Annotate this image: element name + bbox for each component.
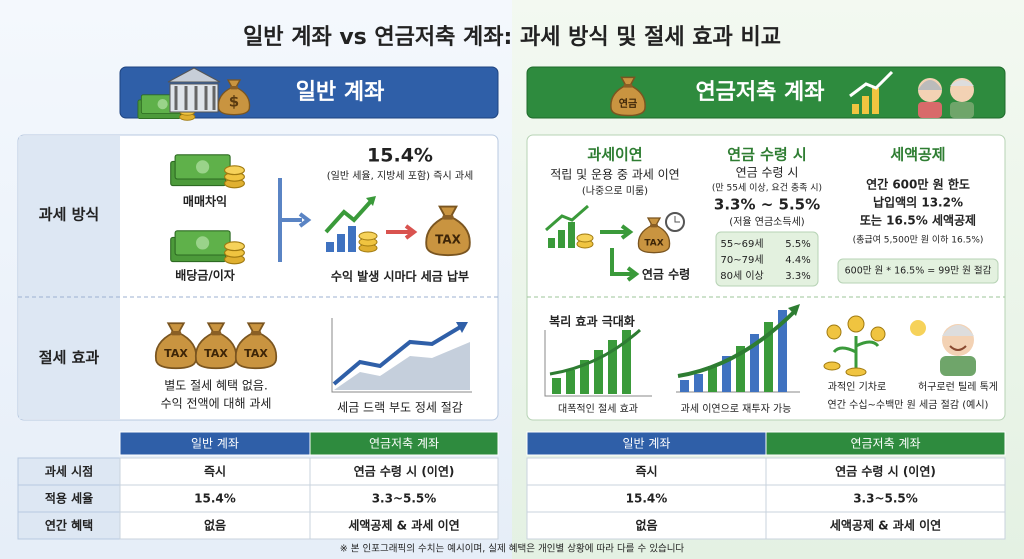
receipt-line: 연금 수령 시 xyxy=(736,166,799,180)
compound-chart-icon xyxy=(544,304,800,397)
pension-banner-icons xyxy=(849,70,974,118)
table-row-label: 적용 세율 xyxy=(45,491,93,506)
table-header-cell xyxy=(309,431,499,456)
table-cell xyxy=(765,484,1006,513)
receipt-title: 연금 수령 시 xyxy=(727,146,806,164)
receipt-line: (만 55세 이상, 요건 충족 시) xyxy=(712,183,822,194)
credit-example: 600만 원 * 16.5% = 99만 원 절감 xyxy=(845,265,992,277)
tax-bag-label: TAX xyxy=(164,347,188,360)
deferral-title: 과세이연 xyxy=(587,146,642,164)
table-cell xyxy=(526,457,767,486)
effect-caption: 과적인 기차로 xyxy=(828,381,886,393)
bank-icon: $ xyxy=(137,67,251,121)
general-label-column xyxy=(19,136,120,419)
table-cell xyxy=(526,511,767,540)
saving-caption: 수익 전액에 대해 과세 xyxy=(161,397,272,411)
table-header-text: 일반 계좌 xyxy=(191,437,239,451)
credit-title: 세액공제 xyxy=(890,146,945,164)
footnote: ※ 본 인포그래픽의 수치는 예시이며, 실제 혜택은 개인별 상황에 따라 다… xyxy=(340,543,685,555)
general-banner-text: 일반 계좌 xyxy=(296,80,385,105)
table-cell-text: 즉시 xyxy=(635,465,657,479)
table-row-label: 과세 시점 xyxy=(45,464,93,479)
credit-example-box xyxy=(837,258,999,284)
deferral-line: 적립 및 운용 중 과세 이연 xyxy=(550,168,679,182)
growth-to-tax-icon xyxy=(324,196,471,257)
tax-bag-label: TAX xyxy=(244,347,268,360)
credit-line: (총급여 5,500만 원 이하 16.5%) xyxy=(853,234,984,246)
effect-caption: 대폭적인 절세 효과 xyxy=(558,402,638,415)
compound-title: 복리 효과 극대화 xyxy=(549,314,635,329)
general-content-box xyxy=(17,134,499,421)
table-label-cell xyxy=(17,484,121,513)
table-header-text: 연금저축 계좌 xyxy=(850,437,920,451)
table-row-label: 연간 혜택 xyxy=(45,518,93,533)
deferral-tax-bag-label: TAX xyxy=(644,239,663,249)
receipt-rate: 3.3% ~ 5.5% xyxy=(714,196,820,214)
plant-and-elder-icon xyxy=(823,315,976,377)
bracket-age: 80세 이상 xyxy=(720,270,764,282)
deferral-icon xyxy=(545,204,685,282)
effect-summary: 연간 수십~수백만 원 세금 절감 (예시) xyxy=(828,398,989,411)
table-cell xyxy=(119,511,311,540)
table-cell xyxy=(119,484,311,513)
credit-line: 납입액의 13.2% xyxy=(873,195,963,210)
bracket-box xyxy=(715,231,819,287)
table-cell xyxy=(309,457,499,486)
table-cell-text: 3.3~5.5% xyxy=(853,492,918,506)
bracket-rate: 3.3% xyxy=(785,271,810,282)
table-cell-text: 세액공제 & 과세 이연 xyxy=(830,518,941,533)
table-cell xyxy=(765,457,1006,486)
row-label: 과세 방식 xyxy=(39,206,99,224)
table-header-text: 연금저축 계좌 xyxy=(369,437,439,451)
deferral-receive: 연금 수령 xyxy=(642,267,690,282)
bracket-age: 55~69세 xyxy=(720,238,763,250)
income-type: 매매차익 xyxy=(183,194,227,209)
pension-bag-label: 연금 xyxy=(619,97,637,110)
general-rate: 15.4% xyxy=(367,145,433,167)
growth-chart-icon xyxy=(331,318,472,393)
table-cell xyxy=(309,511,499,540)
credit-line: 연간 600만 원 한도 xyxy=(866,177,970,192)
credit-line: 또는 16.5% 세액공제 xyxy=(860,213,976,228)
table-header-text: 일반 계좌 xyxy=(623,437,671,451)
bracket-rate: 4.4% xyxy=(785,255,810,266)
tax-bag-label: TAX xyxy=(204,347,228,360)
table-cell-text: 15.4% xyxy=(194,492,236,506)
deferral-line: (나중으로 미룸) xyxy=(582,185,648,197)
svg-text:$: $ xyxy=(229,93,239,111)
table-cell-text: 즉시 xyxy=(204,465,226,479)
pension-banner-text: 연금저축 계좌 xyxy=(695,80,824,105)
table-cell-text: 연금 수령 시 (이연) xyxy=(354,464,455,479)
receipt-rate-note: (저율 연금소득세) xyxy=(729,216,804,228)
income-type: 배당금/이자 xyxy=(175,268,235,283)
tax-bag-label: TAX xyxy=(435,233,462,247)
general-chart-caption: 세금 드랙 부도 정세 절감 xyxy=(337,401,463,415)
saving-caption: 별도 절세 혜택 없음. xyxy=(164,379,268,393)
table-cell-text: 연금 수령 시 (이연) xyxy=(835,464,936,479)
general-method-caption: 수익 발생 시마다 세금 납부 xyxy=(331,269,469,284)
table-cell-text: 15.4% xyxy=(626,492,668,506)
table-header-cell xyxy=(765,431,1006,456)
table-cell-text: 세액공제 & 과세 이연 xyxy=(348,518,459,533)
table-cell-text: 없음 xyxy=(635,518,657,533)
table-cell-text: 없음 xyxy=(204,518,226,533)
table-cell-text: 3.3~5.5% xyxy=(372,492,437,506)
general-rate-note: (일반 세율, 지방세 포함) 즉시 과세 xyxy=(327,170,473,182)
page-title: 일반 계좌 vs 연금저축 계좌: 과세 방식 및 절세 효과 비교 xyxy=(243,25,781,50)
bracket-rate: 5.5% xyxy=(785,239,810,250)
effect-caption: 허구로런 틸레 톡게 xyxy=(918,380,998,393)
row-label: 절세 효과 xyxy=(39,349,100,367)
effect-caption: 과세 이연으로 재투자 가능 xyxy=(681,403,792,415)
table-cell xyxy=(119,457,311,486)
bracket-arrow xyxy=(278,178,312,262)
table-cell xyxy=(765,511,1006,540)
bracket-list: 55~69세 5.5% 70~79세 4.4% 80세 이상 3.3% xyxy=(720,238,810,282)
bracket-age: 70~79세 xyxy=(720,254,763,266)
table-label-cell xyxy=(17,511,121,540)
